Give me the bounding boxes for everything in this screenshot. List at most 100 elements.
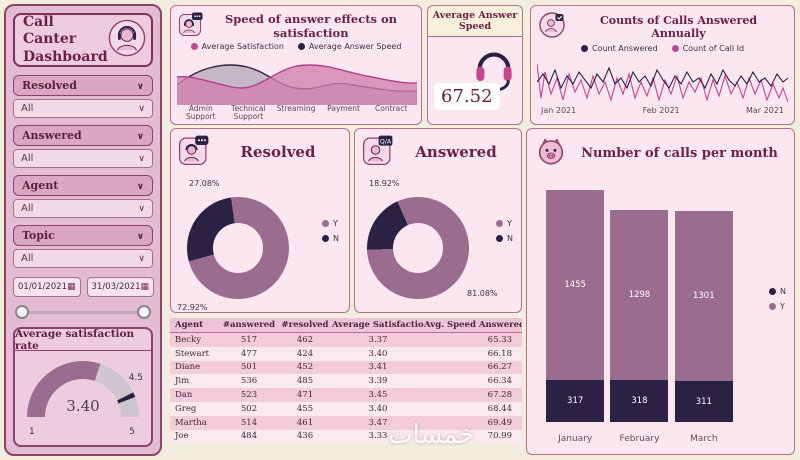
bar-march[interactable]: 1301 311	[674, 211, 733, 422]
bar-segment-n[interactable]: 317	[546, 380, 605, 422]
legend-dot-dark	[769, 288, 777, 295]
slider-handle-right[interactable]	[137, 305, 151, 319]
table-header-row: Agent #answered #resolved Average Satisf…	[170, 318, 522, 333]
table-row[interactable]: Diane 501 452 3.41 66.27	[170, 360, 522, 375]
table-row[interactable]: Jim 536 485 3.39 66.34	[170, 374, 522, 389]
column-header[interactable]: #answered	[222, 320, 276, 330]
bar-segment-y[interactable]: 1301	[674, 211, 733, 381]
legend-item-y[interactable]: Y	[322, 219, 339, 228]
table-row[interactable]: Dan 523 471 3.45 67.28	[170, 388, 522, 402]
panel-title: Number of calls per month	[581, 145, 778, 161]
date-to-field[interactable]: 31/03/2021	[86, 277, 155, 297]
chevron-down-icon	[137, 179, 144, 192]
date-from-field[interactable]: 01/01/2021	[13, 277, 81, 297]
legend-item-n[interactable]: N	[496, 234, 513, 243]
bar-segment-y[interactable]: 1298	[610, 210, 669, 380]
date-from-value: 01/01/2021	[18, 282, 67, 292]
filter-topic-dropdown[interactable]: All	[13, 249, 153, 268]
filter-topic-header[interactable]: Topic	[13, 225, 153, 246]
speed-satisfaction-panel: Speed of answer effects on satisfaction …	[170, 5, 422, 125]
area-chart[interactable]	[177, 53, 417, 105]
legend-dot-magenta	[671, 45, 679, 52]
speed-legend: Average Satisfaction Average Answer Spee…	[171, 42, 421, 51]
bar-january[interactable]: 1455 317	[546, 190, 605, 422]
bar-segment-y[interactable]: 1455	[546, 190, 605, 380]
column-header[interactable]: Avg. Speed Answered in sec.	[424, 320, 522, 330]
bar-segment-n[interactable]: 311	[674, 381, 733, 422]
calendar-icon	[141, 282, 150, 292]
legend-item-count-callid[interactable]: Count of Call Id	[671, 44, 744, 53]
annual-x-axis: Jan 2021 Feb 2021 Mar 2021	[531, 106, 794, 115]
avg-answer-speed-value: 67.52	[434, 83, 500, 110]
filter-value: All	[21, 103, 34, 114]
card-title: Average Answer Speed	[428, 6, 522, 37]
legend-item-n[interactable]: N	[769, 287, 786, 296]
panel-title: Speed of answer effects on satisfaction	[224, 12, 398, 40]
filter-answered-header[interactable]: Answered	[13, 125, 153, 146]
legend-item-answer-speed[interactable]: Average Answer Speed	[297, 42, 401, 51]
slider-handle-left[interactable]	[15, 305, 29, 319]
filter-resolved-dropdown[interactable]: All	[13, 99, 153, 118]
legend-item-y[interactable]: Y	[769, 302, 786, 311]
legend-dot-mauve	[769, 303, 777, 310]
panel-title: Resolved	[240, 143, 316, 161]
resolved-panel: Resolved 27.08% 72.92% Y N	[170, 128, 350, 313]
panel-title: Answered	[415, 143, 497, 161]
date-range-slider[interactable]	[13, 303, 153, 321]
gauge-title: Average satisfaction rate	[15, 328, 151, 352]
khamsat-watermark: خمسات	[388, 420, 475, 450]
filter-topic: Topic All	[13, 225, 153, 268]
legend-item-count-answered[interactable]: Count Answered	[580, 44, 658, 53]
x-tick: Jan 2021	[541, 106, 577, 115]
filter-resolved-header[interactable]: Resolved	[13, 75, 153, 96]
table-row[interactable]: Stewart 477 424 3.40 66.18	[170, 346, 522, 361]
filter-agent: Agent All	[13, 175, 153, 218]
bar-segment-n[interactable]: 318	[610, 380, 669, 422]
table-row[interactable]: Becky 517 462 3.37 65.33	[170, 333, 522, 347]
legend-item-y[interactable]: Y	[496, 219, 513, 228]
column-header[interactable]: #resolved	[281, 320, 329, 330]
piggy-face-icon	[535, 135, 567, 171]
table-row[interactable]: Martha 514 461 3.47 69.49	[170, 415, 522, 430]
x-tick: Streaming	[276, 104, 316, 113]
legend-dot-mauve	[496, 220, 504, 227]
resolved-donut[interactable]	[187, 197, 289, 299]
table-row[interactable]: Greg 502 455 3.40 68.44	[170, 401, 522, 416]
filter-resolved: Resolved All	[13, 75, 153, 118]
headset-agent-icon	[108, 19, 146, 61]
chevron-down-icon	[137, 129, 144, 142]
filter-label: Topic	[22, 229, 55, 242]
annual-calls-panel: Counts of Calls Answered Annually Count …	[530, 5, 795, 125]
line-chart[interactable]	[537, 56, 788, 106]
filter-agent-header[interactable]: Agent	[13, 175, 153, 196]
avg-answer-speed-card: Average Answer Speed 67.52	[427, 5, 523, 125]
table-row[interactable]: Joe 484 436 3.33 70.99	[170, 429, 522, 444]
column-header[interactable]: Agent	[175, 320, 204, 330]
x-tick: Mar 2021	[746, 106, 784, 115]
date-to-value: 31/03/2021	[91, 282, 141, 292]
x-tick: Payment	[327, 104, 360, 113]
legend-item-satisfaction[interactable]: Average Satisfaction	[190, 42, 284, 51]
x-tick: Feb 2021	[642, 106, 680, 115]
filter-agent-dropdown[interactable]: All	[13, 199, 153, 218]
legend-dot-mauve	[322, 220, 330, 227]
chevron-down-icon	[138, 103, 145, 114]
column-header[interactable]: Average Satisfaction Rate	[332, 320, 424, 330]
filter-answered-dropdown[interactable]: All	[13, 149, 153, 168]
calendar-icon	[67, 282, 76, 292]
gauge-value: 3.40	[66, 397, 100, 415]
chevron-down-icon	[138, 153, 145, 164]
answered-legend: Y N	[496, 219, 513, 243]
bar-february[interactable]: 1298 318	[610, 210, 669, 422]
legend-item-n[interactable]: N	[322, 234, 339, 243]
gauge-max-label: 5	[129, 427, 135, 437]
pct-label-large: 72.92%	[177, 303, 208, 312]
legend-dot-dark	[322, 235, 330, 242]
filter-label: Resolved	[22, 79, 77, 92]
pct-label-large: 81.08%	[467, 289, 498, 298]
chevron-down-icon	[138, 253, 145, 264]
filter-label: Agent	[22, 179, 59, 192]
answered-donut[interactable]	[367, 197, 469, 299]
monthly-legend: N Y	[769, 287, 786, 311]
